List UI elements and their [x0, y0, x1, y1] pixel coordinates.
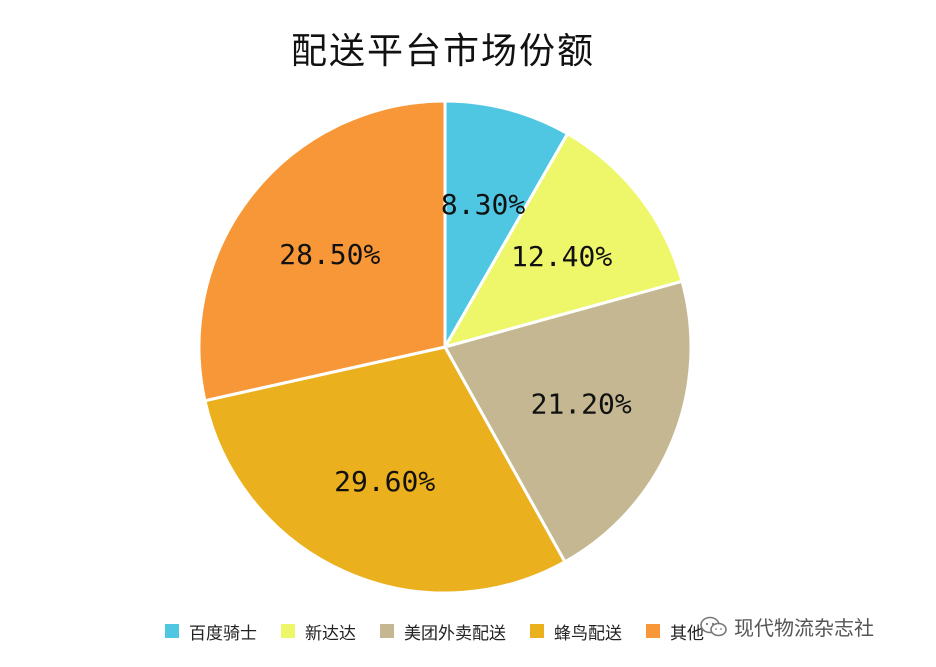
legend-item-2: 美团外卖配送: [380, 619, 506, 644]
legend-swatch-4: [646, 624, 660, 638]
pie-slice-1: [441, 131, 684, 350]
chart-title: 配送平台市场份额: [290, 31, 595, 72]
slice-label-0: 8.30%: [441, 188, 525, 221]
wechat-icon: [700, 616, 727, 636]
slice-label-2: 21.20%: [531, 387, 632, 420]
slice-label-1: 12.40%: [511, 240, 612, 273]
pie-slice-3: [203, 345, 567, 595]
legend-label-1: 新达达: [305, 623, 356, 644]
legend-swatch-1: [281, 624, 295, 638]
pie-slice-0: [443, 99, 570, 353]
legend-swatch-2: [380, 624, 394, 638]
watermark-text: 现代物流杂志社: [734, 616, 874, 640]
legend-label-3: 蜂鸟配送: [554, 623, 622, 644]
legend-swatch-0: [165, 624, 179, 638]
legend-item-4: 其他: [646, 619, 704, 644]
pie-slice-2: [442, 279, 693, 564]
watermark: 现代物流杂志社: [700, 612, 874, 641]
slice-label-3: 29.60%: [334, 465, 435, 498]
pie-labels: 8.30% 12.40% 21.20% 29.60% 28.50%: [279, 188, 632, 498]
pie-slices: [197, 99, 693, 595]
chart-legend: 百度骑士 新达达 美团外卖配送 蜂鸟配送 其他: [165, 618, 728, 644]
legend-label-4: 其他: [670, 623, 704, 644]
legend-item-1: 新达达: [281, 619, 356, 644]
legend-swatch-3: [530, 624, 544, 638]
legend-item-0: 百度骑士: [165, 619, 257, 644]
legend-label-0: 百度骑士: [189, 623, 257, 644]
pie-slice-4: [197, 99, 447, 403]
legend-item-3: 蜂鸟配送: [530, 619, 622, 644]
slice-label-4: 28.50%: [279, 238, 380, 271]
legend-label-2: 美团外卖配送: [404, 623, 506, 644]
